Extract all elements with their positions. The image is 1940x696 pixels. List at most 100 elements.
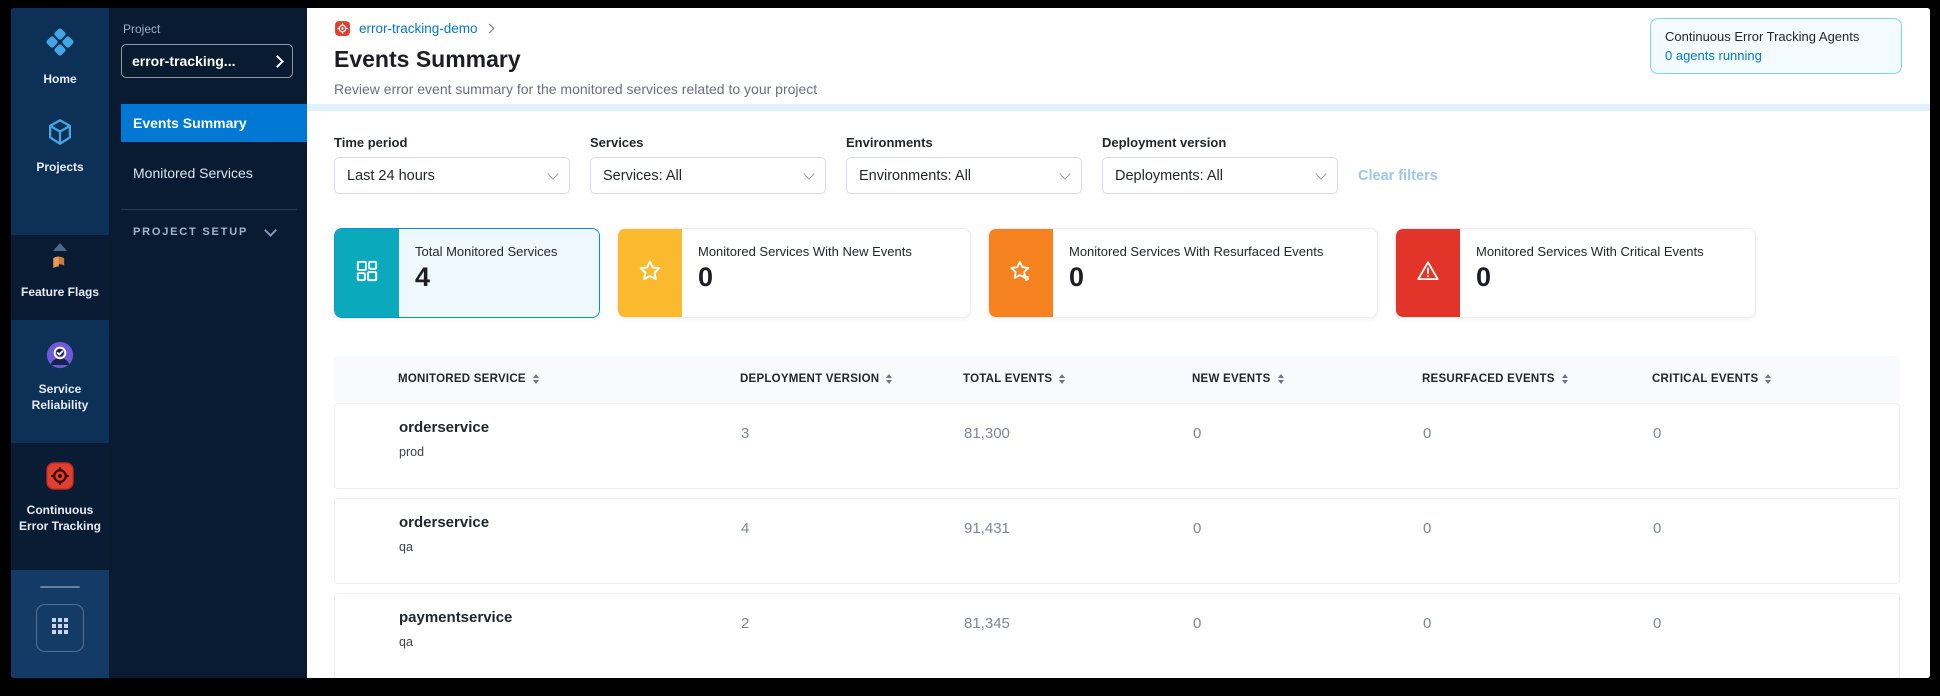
card-value: 0 [1069,262,1085,292]
deployments-select[interactable]: Deployments: All [1102,157,1338,194]
card-accent [1396,229,1460,317]
card-value: 0 [698,262,714,292]
environments-select[interactable]: Environments: All [846,157,1082,194]
grid-dots-icon [51,617,69,640]
services-select[interactable]: Services: All [590,157,826,194]
column-header-new-events[interactable]: NEW EVENTS [1192,373,1422,385]
breadcrumb-project-link[interactable]: error-tracking-demo [359,21,478,36]
deployment-version-cell: 2 [741,615,750,632]
module-sidebar-cet-block: Continuous Error Tracking [11,443,109,570]
sidebar-item-label: Projects [36,159,84,174]
card-accent [618,229,682,317]
resurfaced-events-cell: 0 [1423,615,1432,632]
project-label: Project [123,22,161,36]
card-services-with-new-events[interactable]: Monitored Services With New Events 0 [617,228,971,318]
sort-icon[interactable] [1277,374,1284,384]
module-sidebar-top-block: Home Projects [11,8,109,235]
module-sidebar-ff-block: Feature Flags [11,235,109,320]
column-header-deployment-version[interactable]: DEPLOYMENT VERSION [740,373,963,385]
events-table: MONITORED SERVICE DEPLOYMENT VERSION TOT… [334,356,1900,678]
table-row[interactable]: orderservice prod 3 81,300 0 0 0 [334,403,1900,489]
agents-running-link[interactable]: 0 agents running [1665,48,1762,63]
filter-environments: Environments Environments: All [846,135,1082,194]
sidebar-item-service-reliability[interactable]: Service Reliability [11,340,109,413]
module-sidebar-bottom-block [11,570,109,678]
project-setup-section[interactable]: PROJECT SETUP [133,223,307,238]
card-value: 4 [415,262,431,292]
column-header-critical-events[interactable]: CRITICAL EVENTS [1652,373,1900,385]
chevron-right-icon [484,23,494,34]
service-environment: qa [399,540,413,554]
card-services-with-critical-events[interactable]: Monitored Services With Critical Events … [1395,228,1756,318]
table-header-row: MONITORED SERVICE DEPLOYMENT VERSION TOT… [334,356,1900,402]
main-content: error-tracking-demo Events Summary Revie… [307,8,1930,678]
card-title: Monitored Services With Resurfaced Event… [1069,244,1324,259]
card-title: Monitored Services With Critical Events [1476,244,1704,259]
flag-icon [50,255,70,278]
project-selector[interactable]: error-tracking... [121,44,293,78]
card-accent [335,229,399,317]
filters-bar: Time period Last 24 hours Services Servi… [307,111,1930,194]
nav-item-label: Events Summary [133,115,247,131]
sidebar-item-label: Home [43,72,77,86]
clear-filters-button[interactable]: Clear filters [1358,168,1438,184]
sort-icon[interactable] [1059,374,1066,384]
chevron-up-icon[interactable] [53,243,67,251]
filter-label: Deployment version [1102,135,1227,150]
column-header-label: CRITICAL EVENTS [1652,373,1759,385]
service-name: orderservice [399,514,490,531]
service-cell: orderservice prod [335,404,741,488]
module-sidebar: Home Projects Feature Flags [11,8,109,678]
new-events-cell: 0 [1193,615,1202,632]
card-title: Total Monitored Services [415,244,558,259]
sidebar-divider [121,209,297,210]
sidebar-item-home[interactable]: Home [39,24,80,88]
sidebar-item-continuous-error-tracking[interactable]: Continuous Error Tracking [11,461,109,534]
sidebar-item-events-summary[interactable]: Events Summary [121,104,307,142]
app-window: Home Projects Feature Flags [11,8,1930,678]
column-header-total-events[interactable]: TOTAL EVENTS [963,373,1192,385]
project-sidebar: Project error-tracking... Events Summary… [109,8,307,678]
new-events-cell: 0 [1193,425,1202,442]
page-subtitle: Review error event summary for the monit… [334,81,818,97]
module-switcher-button[interactable] [36,604,84,652]
sidebar-item-projects[interactable]: Projects [32,116,87,176]
card-body: Monitored Services With New Events 0 [682,229,970,317]
column-header-label: TOTAL EVENTS [963,373,1053,385]
column-header-monitored-service[interactable]: MONITORED SERVICE [334,373,740,385]
star-refresh-icon [1008,258,1034,289]
project-setup-label: PROJECT SETUP [133,226,249,238]
sort-icon[interactable] [532,374,539,384]
breadcrumb: error-tracking-demo [334,20,1900,37]
card-total-monitored-services[interactable]: Total Monitored Services 4 [334,228,600,318]
sort-icon[interactable] [1765,374,1772,384]
filter-deployment-version: Deployment version Deployments: All [1102,135,1338,194]
sort-icon[interactable] [1561,374,1568,384]
sidebar-item-monitored-services[interactable]: Monitored Services [121,154,307,192]
agents-panel-title: Continuous Error Tracking Agents [1665,29,1860,44]
table-row[interactable]: orderservice qa 4 91,431 0 0 0 [334,498,1900,584]
chevron-down-icon [547,167,559,180]
deployment-version-cell: 3 [741,425,750,442]
agents-panel[interactable]: Continuous Error Tracking Agents 0 agent… [1650,18,1902,74]
service-environment: prod [399,445,425,459]
star-icon [637,258,663,289]
column-header-resurfaced-events[interactable]: RESURFACED EVENTS [1422,373,1652,385]
service-environment: qa [399,635,413,649]
home-diamond-icon [42,24,78,65]
service-cell: paymentservice qa [335,594,741,678]
chevron-down-icon [803,167,815,180]
filter-label: Services [590,135,644,150]
page-title: Events Summary [334,46,521,72]
critical-events-cell: 0 [1653,520,1662,537]
chevron-down-icon [1315,167,1327,180]
resurfaced-events-cell: 0 [1423,520,1432,537]
header-divider-strip [307,104,1930,111]
time-period-select[interactable]: Last 24 hours [334,157,570,194]
sidebar-item-feature-flags[interactable]: Feature Flags [17,255,103,301]
table-row[interactable]: paymentservice qa 2 81,345 0 0 0 [334,593,1900,678]
column-header-label: RESURFACED EVENTS [1422,373,1555,385]
sort-icon[interactable] [886,374,893,384]
reliability-icon [45,340,75,375]
card-services-with-resurfaced-events[interactable]: Monitored Services With Resurfaced Event… [988,228,1378,318]
